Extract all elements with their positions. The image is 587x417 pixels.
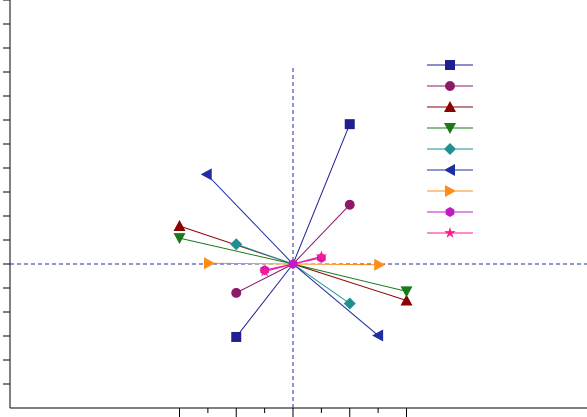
legend-marker-6: [444, 164, 455, 176]
series-5-point-2: [343, 297, 356, 310]
series-3-point-2: [400, 294, 413, 306]
series-lines: [179, 123, 407, 338]
legend-marker-4: [444, 123, 456, 134]
legend-marker-2: [445, 81, 455, 91]
series-2-point-1: [231, 287, 242, 298]
series-2-line-a: [236, 263, 294, 294]
legend: [427, 60, 473, 238]
series-1-line-a: [235, 263, 294, 338]
series-9-line-b: [292, 255, 322, 265]
center-point: [288, 259, 298, 269]
series-3-line-b: [292, 263, 407, 301]
series-1-line-b: [292, 123, 351, 265]
series-markers: [173, 119, 413, 342]
series-6-line-a: [206, 173, 294, 265]
legend-marker-8: [445, 207, 455, 217]
series-4-line-b: [292, 263, 407, 292]
legend-marker-9: [444, 227, 456, 238]
series-1-point-1: [231, 331, 242, 342]
series-7-line-a: [209, 262, 294, 265]
series-7-line-b: [292, 263, 380, 266]
legend-marker-3: [444, 101, 456, 112]
series-2-line-b: [292, 204, 351, 265]
reference-lines: [10, 68, 587, 408]
plot-frame: [3, 0, 587, 417]
series-7-point-1: [204, 257, 216, 270]
series-6-point-1: [200, 168, 212, 181]
series-1-point-2: [344, 119, 355, 130]
legend-marker-5: [444, 143, 456, 155]
legend-marker-1: [445, 60, 455, 70]
series-7-point-2: [374, 258, 386, 271]
series-9-point-1: [258, 265, 271, 277]
series-6-line-b: [292, 263, 379, 336]
series-6-point-2: [372, 329, 384, 342]
series-4-point-1: [173, 233, 186, 245]
series-9-point-2: [315, 250, 328, 262]
series-2-point-2: [344, 199, 355, 210]
series-5-line-a: [236, 243, 294, 265]
series-4-line-a: [179, 237, 294, 265]
series-3-point-1: [173, 220, 186, 231]
series-4-point-2: [400, 286, 413, 298]
legend-marker-7: [445, 185, 456, 197]
series-5-line-b: [292, 263, 351, 304]
series-5-point-1: [230, 238, 243, 251]
